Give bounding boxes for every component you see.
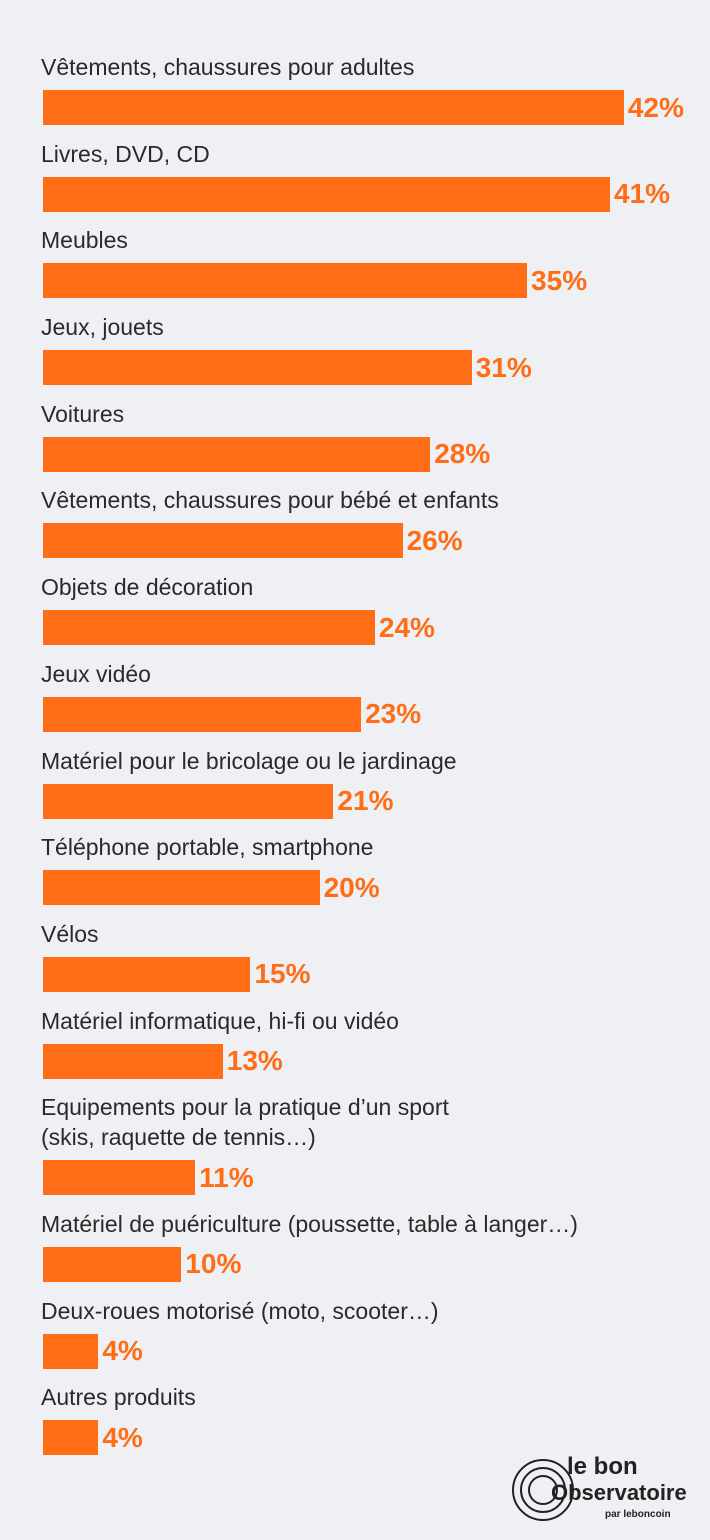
bar-row: Vêtements, chaussures pour bébé et enfan… <box>41 485 684 559</box>
bar <box>43 870 320 906</box>
logo: le bon Observatoire par leboncoin <box>512 1453 687 1521</box>
bar-row: Voitures 28% <box>41 399 684 472</box>
bar-line: 41% <box>41 176 684 212</box>
value-label: 24% <box>378 611 435 643</box>
bar-line: 4% <box>41 1420 684 1456</box>
value-label: 26% <box>406 524 463 556</box>
category-label: Voitures <box>41 400 125 427</box>
bar <box>43 90 624 125</box>
bar-row: Téléphone portable, smartphone 20% <box>41 832 684 906</box>
value-label: 4% <box>102 1421 143 1453</box>
logo-line: le bon <box>567 1453 638 1480</box>
value-label: 41% <box>614 178 671 210</box>
value-label: 23% <box>365 698 422 730</box>
bar <box>43 783 334 819</box>
bar-row: Matériel informatique, hi-fi ou vidéo 13% <box>41 1006 684 1079</box>
category-label: Matériel de puériculture (poussette, tab… <box>41 1210 578 1237</box>
bar-line: 11% <box>41 1160 684 1196</box>
bar <box>43 610 375 646</box>
category-label: Equipements pour la pratique d’un sport … <box>41 1094 449 1151</box>
category-label: Meubles <box>41 227 128 254</box>
bar-line: 35% <box>41 263 684 299</box>
bar <box>43 263 528 299</box>
bar-row: Matériel de puériculture (poussette, tab… <box>41 1209 684 1282</box>
value-label: 10% <box>185 1248 242 1280</box>
bar <box>43 176 611 212</box>
bar <box>43 1246 182 1282</box>
bar <box>43 350 472 386</box>
category-label: Jeux vidéo <box>41 660 151 687</box>
bar-line: 24% <box>41 610 684 646</box>
bar-line: 42% <box>41 90 684 125</box>
bar <box>43 436 431 472</box>
value-label: 42% <box>627 91 684 123</box>
bar-row: Autres produits 4% <box>41 1382 684 1456</box>
bar-line: 4% <box>41 1333 684 1369</box>
bar <box>43 1420 99 1456</box>
category-label: Téléphone portable, smartphone <box>41 834 374 861</box>
bar <box>43 956 251 992</box>
value-label: 13% <box>226 1045 283 1077</box>
bar-row: Livres, DVD, CD 41% <box>41 139 684 212</box>
bar-row: Equipements pour la pratique d’un sport … <box>41 1092 684 1196</box>
category-label: Vêtements, chaussures pour bébé et enfan… <box>41 487 499 514</box>
bar-row: Objets de décoration 24% <box>41 572 684 646</box>
category-label: Objets de décoration <box>41 574 254 601</box>
value-label: 31% <box>475 351 532 383</box>
category-label: Vêtements, chaussures pour adultes <box>41 54 415 80</box>
category-label: Deux-roues motorisé (moto, scooter…) <box>41 1297 439 1324</box>
bar-line: 26% <box>41 523 684 559</box>
value-label: 11% <box>199 1161 254 1193</box>
bar-line: 21% <box>41 783 684 819</box>
value-label: 35% <box>531 264 588 296</box>
bar <box>43 1043 223 1079</box>
bar-line: 13% <box>41 1043 684 1079</box>
bar-row: Deux-roues motorisé (moto, scooter…) 4% <box>41 1296 684 1369</box>
bar-line: 20% <box>41 870 684 906</box>
value-label: 15% <box>254 958 311 990</box>
bar <box>43 1333 99 1369</box>
category-label: Autres produits <box>41 1384 196 1411</box>
bar-row: Jeux, jouets 31% <box>41 312 684 386</box>
bar <box>43 523 403 559</box>
logo-line: Observatoire <box>551 1480 687 1505</box>
bar-row: Matériel pour le bricolage ou le jardina… <box>41 746 684 819</box>
bar <box>43 1160 196 1196</box>
value-label: 28% <box>434 438 491 470</box>
logo-line: par leboncoin <box>605 1509 671 1520</box>
category-label: Livres, DVD, CD <box>41 140 210 167</box>
bar-row: Vélos 15% <box>41 919 684 992</box>
value-label: 21% <box>337 785 394 816</box>
bar-line: 23% <box>41 696 684 732</box>
bar-line: 31% <box>41 350 684 386</box>
bar-line: 10% <box>41 1246 684 1282</box>
category-label: Matériel informatique, hi-fi ou vidéo <box>41 1007 399 1034</box>
category-label: Vélos <box>41 920 99 947</box>
bar-rows: Vêtements, chaussures pour adultes 42% Liv… <box>41 52 684 1469</box>
bar-row: Meubles 35% <box>41 225 684 299</box>
bar-row: Vêtements, chaussures pour adultes 42% <box>41 52 684 125</box>
value-label: 20% <box>323 871 380 903</box>
bar <box>43 696 362 732</box>
bar-line: 15% <box>41 956 684 992</box>
value-label: 4% <box>102 1335 143 1367</box>
category-label: Matériel pour le bricolage ou le jardina… <box>41 747 457 774</box>
bar-line: 28% <box>41 436 684 472</box>
bar-row: Jeux vidéo 23% <box>41 659 684 732</box>
category-label: Jeux, jouets <box>41 314 164 341</box>
